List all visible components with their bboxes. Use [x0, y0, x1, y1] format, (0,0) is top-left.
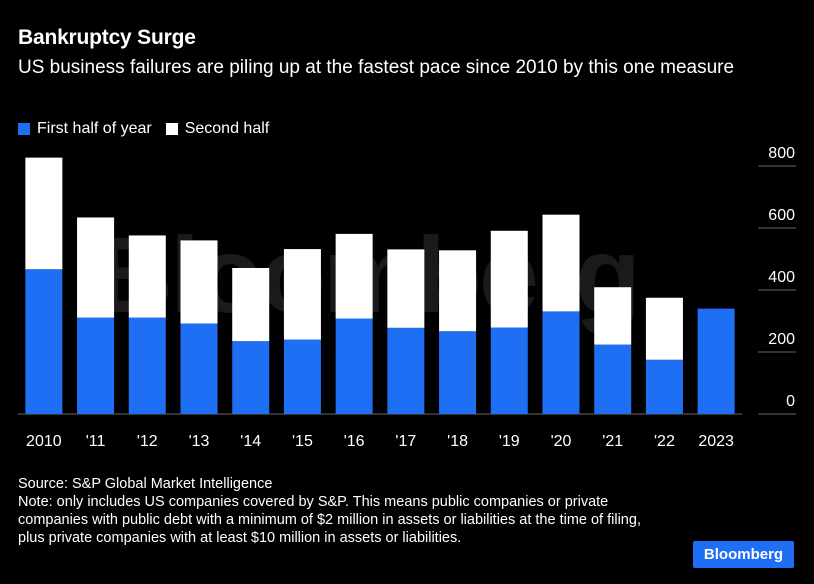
bar-second-half — [542, 214, 580, 312]
bar-first-half — [128, 317, 166, 414]
x-tick-label: '16 — [344, 433, 365, 450]
bar-second-half — [232, 267, 270, 342]
bloomberg-logo: Bloomberg — [693, 541, 794, 568]
legend-label-second-half: Second half — [184, 120, 270, 137]
bar-second-half — [645, 297, 683, 360]
x-tick-label: '17 — [395, 433, 416, 450]
y-tick-label: 800 — [768, 145, 795, 162]
legend-item-first-half: First half of year — [18, 120, 152, 138]
x-tick-label: '13 — [189, 433, 210, 450]
y-tick-label: 600 — [768, 207, 795, 224]
x-tick-label: '11 — [86, 433, 106, 450]
bar-first-half — [542, 311, 580, 414]
x-tick-label: '22 — [654, 433, 675, 450]
legend-swatch-first-half — [18, 123, 30, 135]
bar-first-half — [490, 327, 528, 414]
y-tick-label: 400 — [768, 269, 795, 286]
bar-second-half — [594, 287, 632, 345]
bar-first-half — [232, 341, 270, 414]
footer: Source: S&P Global Market Intelligence N… — [18, 475, 658, 547]
y-tick-label: 200 — [768, 331, 795, 348]
bar-second-half — [77, 217, 115, 318]
bar-first-half — [77, 317, 115, 414]
chart-title: Bankruptcy Surge — [18, 26, 196, 49]
x-tick-label: '14 — [240, 433, 261, 450]
legend-swatch-second-half — [165, 123, 178, 135]
bar-second-half — [439, 250, 477, 332]
methodology-note: Note: only includes US companies covered… — [18, 494, 641, 546]
bar-second-half — [335, 233, 373, 319]
bar-first-half — [439, 331, 477, 414]
bar-first-half — [645, 359, 683, 414]
x-tick-label: '15 — [292, 433, 313, 450]
bar-first-half — [25, 269, 63, 414]
x-tick-label: '19 — [499, 433, 520, 450]
x-tick-label: '21 — [602, 433, 623, 450]
x-tick-label: 2023 — [698, 433, 734, 450]
chart-subtitle: US business failures are piling up at th… — [18, 57, 735, 78]
bar-second-half — [490, 230, 528, 328]
bar-first-half — [594, 344, 632, 414]
legend: First half of year Second half — [18, 120, 269, 138]
bar-first-half — [283, 339, 321, 414]
x-tick-label: '18 — [447, 433, 468, 450]
bar-second-half — [283, 249, 321, 340]
source-note: Source: S&P Global Market Intelligence — [18, 476, 273, 492]
bar-first-half — [335, 318, 373, 414]
legend-item-second-half: Second half — [165, 120, 270, 138]
bar-first-half — [697, 308, 735, 414]
bar-first-half — [387, 327, 425, 414]
x-tick-label: 2010 — [26, 433, 62, 450]
bar-second-half — [128, 235, 166, 318]
bar-second-half — [180, 240, 218, 324]
legend-label-first-half: First half of year — [37, 120, 152, 137]
bar-first-half — [180, 323, 218, 414]
x-tick-label: '20 — [551, 433, 572, 450]
bar-second-half — [387, 249, 425, 328]
x-tick-label: '12 — [137, 433, 158, 450]
y-tick-label: 0 — [786, 393, 795, 410]
bar-second-half — [25, 157, 63, 270]
